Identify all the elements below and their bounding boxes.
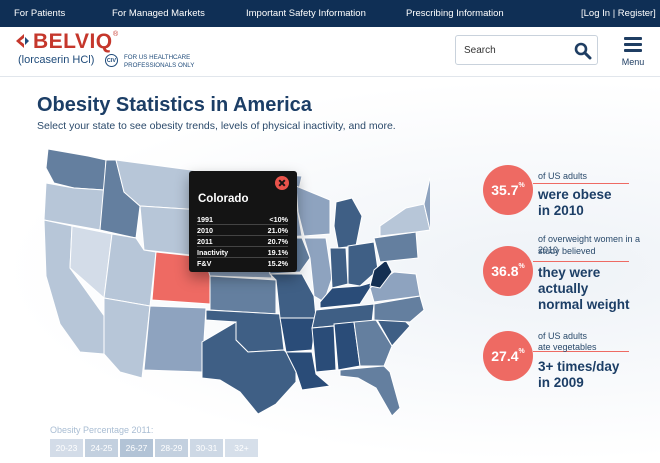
stat-caption: of overweight women in a 2010 [538,234,641,255]
search-input[interactable] [464,42,564,59]
stat-divider [533,261,629,262]
legend-range-28-29[interactable]: 28-29 [155,439,188,457]
legend-range-20-23[interactable]: 20-23 [50,439,83,457]
state-washington[interactable] [45,148,107,191]
stat-divider [533,351,629,352]
stat-headline: in 2010 [538,203,584,218]
tooltip-row-value: <10% [269,215,288,224]
stat-caption: ate vegetables [538,342,597,352]
tooltip-row-label: 1991 [197,215,213,224]
legend-range-24-25[interactable]: 24-25 [85,439,118,457]
state-new-mexico[interactable] [143,305,207,373]
top-navigation: For Patients For Managed Markets Importa… [0,0,660,27]
tooltip-row-label: Inactivity [197,248,229,257]
tooltip-row-value: 20.7% [267,237,288,246]
site-header: BELVIQ ® (lorcaserin HCl) CIV FOR US HEA… [0,27,660,77]
legend-title: Obesity Percentage 2011: [50,425,154,435]
audience-note: FOR US HEALTHCARE PROFESSIONALS ONLY [124,54,195,69]
legend-range-32-plus[interactable]: 32+ [225,439,258,457]
page-subtitle: Select your state to see obesity trends,… [37,120,396,132]
stat-value: 35.7 [491,182,519,198]
tooltip-row-value: 21.0% [267,226,288,235]
menu-button[interactable]: Menu [617,35,649,69]
stat-headline: normal weight [538,297,630,312]
stat-headline: 3+ times/day [538,359,620,374]
tooltip-row: F&V 15.2% [197,258,288,269]
legend-range-26-27[interactable]: 26-27 [120,439,153,457]
state-info-tooltip: Colorado 1991 <10% 2010 21.0% 2011 20.7%… [189,171,297,272]
state-georgia[interactable] [353,319,393,367]
stat-unit: % [518,263,525,270]
stat-caption: study believed [538,246,596,256]
menu-icon-bar [624,43,642,46]
stat-headline: they were [538,265,601,280]
login-register-link[interactable]: [Log In | Register] [581,8,656,19]
state-wisconsin[interactable] [295,185,331,237]
menu-icon-bar [624,49,642,52]
state-indiana[interactable] [329,247,349,289]
stat-headline: actually [538,281,589,296]
tooltip-row: Inactivity 19.1% [197,247,288,258]
tooltip-row-label: F&V [197,259,212,268]
tooltip-row-value: 15.2% [267,259,288,268]
legend-range-30-31[interactable]: 30-31 [190,439,223,457]
nav-link-prescribing-information[interactable]: Prescribing Information [406,8,504,19]
search-box [455,35,598,65]
menu-label: Menu [621,57,645,67]
nav-link-managed-markets[interactable]: For Managed Markets [112,8,205,19]
state-florida[interactable] [339,365,401,417]
stat-caption: of US adults [538,331,588,341]
stat-divider [533,183,629,184]
stat-circle-women: 36.8% [483,246,533,296]
stat-unit: % [518,348,525,355]
state-pennsylvania[interactable] [373,231,419,263]
brand-generic-name: (lorcaserin HCl) [18,54,95,66]
brand-registered-mark: ® [113,31,119,38]
stat-headline: were obese [538,187,612,202]
tooltip-row: 1991 <10% [197,214,288,225]
tooltip-row: 2011 20.7% [197,236,288,247]
brand-name: BELVIQ [33,30,113,53]
state-kansas[interactable] [209,275,277,315]
brand-mark-icon [16,34,29,48]
nav-link-safety-information[interactable]: Important Safety Information [246,8,366,19]
stat-circle-vegetables: 27.4% [483,331,533,381]
stat-headline: in 2009 [538,375,584,390]
state-ohio[interactable] [347,241,379,287]
state-new-england[interactable] [423,174,430,232]
state-missouri[interactable] [268,273,317,319]
menu-icon [624,37,642,40]
tooltip-row: 2010 21.0% [197,225,288,236]
state-arkansas[interactable] [279,317,317,353]
state-michigan[interactable] [333,197,363,249]
tooltip-row-label: 2011 [197,237,213,246]
tooltip-row-value: 19.1% [267,248,288,257]
tooltip-row-label: 2010 [197,226,213,235]
stat-value: 36.8 [491,263,519,279]
state-texas[interactable] [201,321,297,415]
stat-unit: % [518,182,525,189]
stat-caption: of US adults [538,171,588,181]
tooltip-state-name: Colorado [198,193,249,205]
schedule-badge: CIV [105,54,118,67]
page-title: Obesity Statistics in America [37,94,312,116]
stat-value: 27.4 [491,348,519,364]
state-mississippi[interactable] [311,325,337,373]
state-arizona[interactable] [103,297,151,379]
close-icon[interactable] [275,176,289,190]
stat-circle-obese: 35.7% [483,165,533,215]
state-new-york[interactable] [379,203,430,237]
search-icon[interactable] [574,42,592,60]
main-content: Obesity Statistics in America Select you… [0,78,660,463]
nav-link-for-patients[interactable]: For Patients [14,8,66,19]
state-louisiana[interactable] [285,351,332,391]
